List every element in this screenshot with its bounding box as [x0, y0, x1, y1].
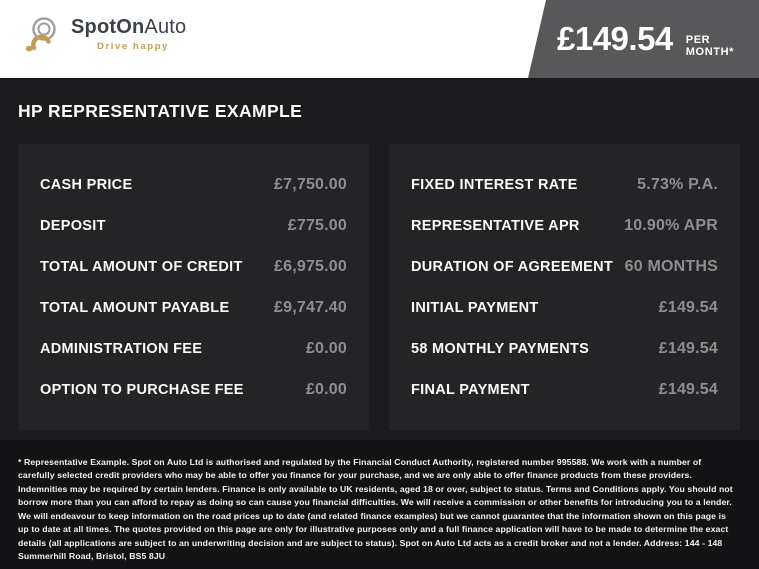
row-value: £775.00 [287, 216, 347, 234]
page-header: SpotOnAuto Drive happy £149.54 PER MONTH… [0, 0, 759, 78]
row-label: OPTION TO PURCHASE FEE [40, 381, 244, 398]
row-label: TOTAL AMOUNT PAYABLE [40, 299, 230, 316]
spoton-auto-logo[interactable]: SpotOnAuto Drive happy [22, 15, 186, 61]
legal-footer: * Representative Example. Spot on Auto L… [0, 440, 759, 569]
row-value: £9,747.40 [274, 298, 347, 316]
monthly-price-amount: £149.54 [557, 20, 673, 57]
row-value: £149.54 [658, 298, 718, 316]
table-row: TOTAL AMOUNT PAYABLE £9,747.40 [40, 287, 347, 328]
row-value: 10.90% APR [624, 216, 718, 234]
row-label: 58 MONTHLY PAYMENTS [411, 340, 590, 357]
row-label: INITIAL PAYMENT [411, 299, 539, 316]
table-row: TOTAL AMOUNT OF CREDIT £6,975.00 [40, 246, 347, 287]
finance-panels: CASH PRICE £7,750.00 DEPOSIT £775.00 TOT… [18, 144, 740, 430]
table-row: DURATION OF AGREEMENT 60 MONTHS [411, 246, 718, 287]
row-label: CASH PRICE [40, 176, 133, 193]
row-value: £149.54 [658, 380, 718, 398]
table-row: FINAL PAYMENT £149.54 [411, 369, 718, 410]
row-value: £7,750.00 [274, 175, 347, 193]
brand-tagline: Drive happy [97, 41, 169, 52]
table-row: CASH PRICE £7,750.00 [40, 164, 347, 205]
row-value: £0.00 [305, 339, 347, 357]
table-row: ADMINISTRATION FEE £0.00 [40, 328, 347, 369]
row-label: DEPOSIT [40, 217, 106, 234]
row-label: REPRESENTATIVE APR [411, 217, 580, 234]
representative-example-disclaimer: * Representative Example. Spot on Auto L… [18, 457, 733, 562]
row-value: £149.54 [658, 339, 718, 357]
logo-text: SpotOnAuto Drive happy [71, 15, 186, 52]
table-row: REPRESENTATIVE APR 10.90% APR [411, 205, 718, 246]
row-label: ADMINISTRATION FEE [40, 340, 203, 357]
table-row: DEPOSIT £775.00 [40, 205, 347, 246]
row-value: £0.00 [305, 380, 347, 398]
table-row: INITIAL PAYMENT £149.54 [411, 287, 718, 328]
row-label: FIXED INTEREST RATE [411, 176, 578, 193]
monthly-price-suffix: PER MONTH* [685, 34, 735, 58]
table-row: OPTION TO PURCHASE FEE £0.00 [40, 369, 347, 410]
brand-name-regular: Auto [144, 16, 187, 38]
finance-panel-left: CASH PRICE £7,750.00 DEPOSIT £775.00 TOT… [18, 144, 369, 430]
table-row: 58 MONTHLY PAYMENTS £149.54 [411, 328, 718, 369]
finance-panel-right: FIXED INTEREST RATE 5.73% P.A. REPRESENT… [389, 144, 740, 430]
finance-example-section: HP REPRESENTATIVE EXAMPLE CASH PRICE £7,… [0, 78, 759, 440]
table-row: FIXED INTEREST RATE 5.73% P.A. [411, 164, 718, 205]
row-label: FINAL PAYMENT [411, 381, 530, 398]
monthly-price-banner: £149.54 PER MONTH* [528, 0, 759, 78]
row-label: TOTAL AMOUNT OF CREDIT [40, 258, 243, 275]
row-value: 60 MONTHS [624, 257, 718, 275]
page-title: HP REPRESENTATIVE EXAMPLE [18, 101, 303, 121]
brand-name-bold: SpotOn [71, 16, 145, 38]
row-label: DURATION OF AGREEMENT [411, 258, 614, 275]
row-value: £6,975.00 [274, 257, 347, 275]
spoton-auto-logo-icon [22, 15, 62, 61]
row-value: 5.73% P.A. [637, 175, 718, 193]
